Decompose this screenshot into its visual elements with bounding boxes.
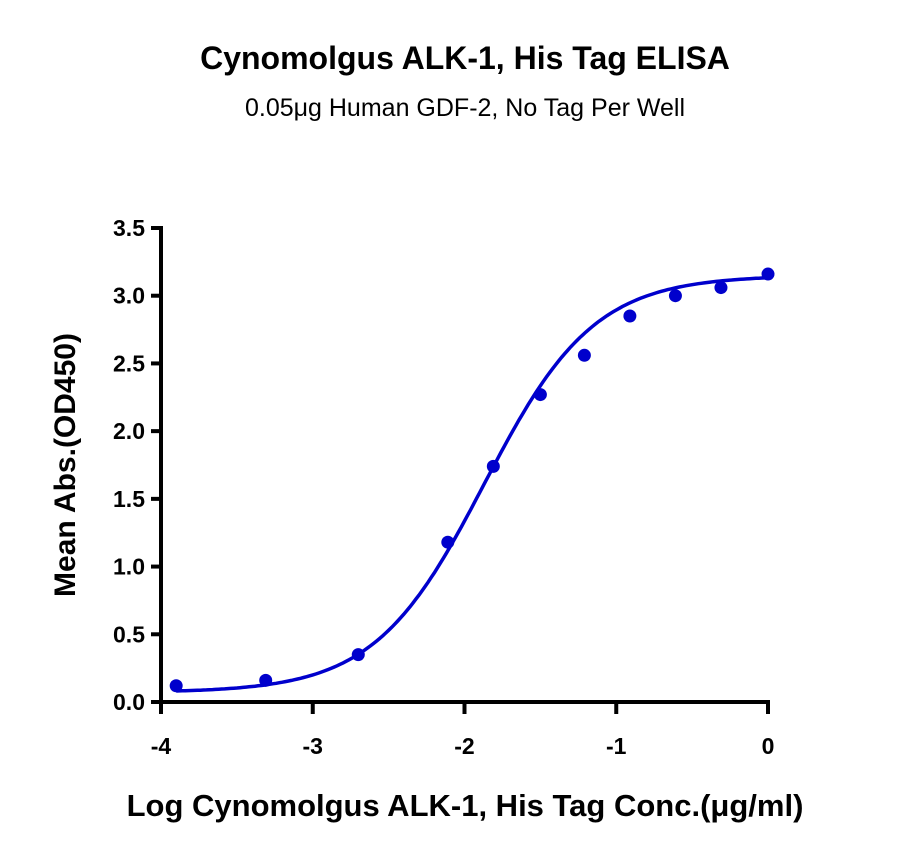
data-point [714, 281, 728, 295]
y-tick-label: 0.0 [113, 689, 145, 715]
data-point [623, 309, 637, 323]
y-tick-label: 1.5 [113, 486, 145, 512]
data-point [441, 535, 455, 549]
y-tick-label: 1.0 [113, 554, 145, 580]
x-tick-label: -3 [303, 733, 323, 759]
chart-title: Cynomolgus ALK-1, His Tag ELISA [200, 40, 730, 76]
y-axis-label: Mean Abs.(OD450) [49, 333, 82, 597]
data-point [577, 348, 591, 362]
data-point [259, 673, 273, 687]
fit-curve [176, 276, 769, 693]
x-axis-label: Log Cynomolgus ALK-1, His Tag Conc.(μg/m… [127, 788, 804, 823]
x-tick-label: -4 [151, 733, 172, 759]
data-point [169, 679, 183, 693]
chart-subtitle: 0.05μg Human GDF-2, No Tag Per Well [244, 94, 686, 122]
data-point [533, 388, 547, 402]
y-tick-label: 0.5 [113, 621, 145, 647]
y-tick-label: 3.5 [113, 215, 145, 241]
data-points [169, 267, 775, 693]
y-tick-label: 3.0 [113, 283, 145, 309]
y-tick-label: 2.5 [113, 350, 145, 376]
data-point [761, 267, 775, 281]
axes: 0.0 0.5 1.0 1.5 2.0 2.5 3.0 3.5 -4 -3 -2 -1 0 [113, 215, 774, 759]
data-point [668, 289, 682, 303]
x-tick-label: -1 [606, 733, 627, 759]
x-tick-label: -2 [454, 733, 474, 759]
y-tick-label: 2.0 [113, 418, 145, 444]
data-point [351, 648, 365, 662]
x-tick-label: 0 [762, 733, 775, 759]
data-point [486, 459, 500, 473]
